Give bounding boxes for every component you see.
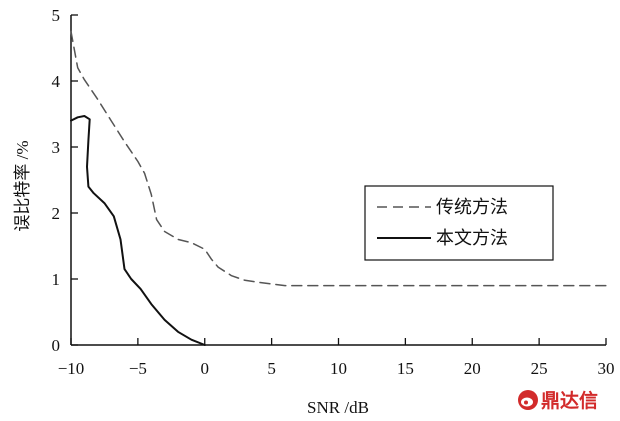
series-line-proposed (70, 115, 206, 346)
x-tick-label: 25 (531, 359, 548, 378)
x-tick-label: 0 (201, 359, 210, 378)
x-tick-label: 15 (397, 359, 414, 378)
x-tick-label: −10 (58, 359, 85, 378)
watermark-text: 鼎达信 (541, 389, 598, 412)
x-tick-label: −5 (129, 359, 147, 378)
legend: 传统方法 本文方法 (364, 185, 554, 261)
x-tick-label: 5 (267, 359, 276, 378)
legend-box (364, 185, 554, 261)
watermark: 鼎达信 (518, 389, 598, 412)
axes (70, 15, 606, 346)
series-layer (70, 30, 607, 346)
y-tick-label: 1 (52, 270, 61, 289)
x-axis-title: SNR /dB (307, 398, 369, 417)
legend-label-traditional: 传统方法 (436, 197, 508, 218)
y-tick-label: 4 (52, 72, 61, 91)
series-line-traditional (70, 30, 607, 287)
legend-label-proposed: 本文方法 (436, 228, 508, 249)
ticks-layer: −10 −5 0 5 10 15 20 25 30 0 1 2 3 4 5 (52, 6, 615, 378)
x-tick-label: 30 (598, 359, 615, 378)
weibo-logo-icon (518, 390, 538, 410)
y-tick-label: 2 (52, 204, 61, 223)
y-tick-label: 0 (52, 336, 61, 355)
x-tick-label: 10 (330, 359, 347, 378)
y-axis-title: 误比特率 /% (13, 140, 32, 231)
x-tick-label: 20 (464, 359, 481, 378)
y-tick-label: 3 (52, 138, 61, 157)
y-tick-label: 5 (52, 6, 61, 25)
